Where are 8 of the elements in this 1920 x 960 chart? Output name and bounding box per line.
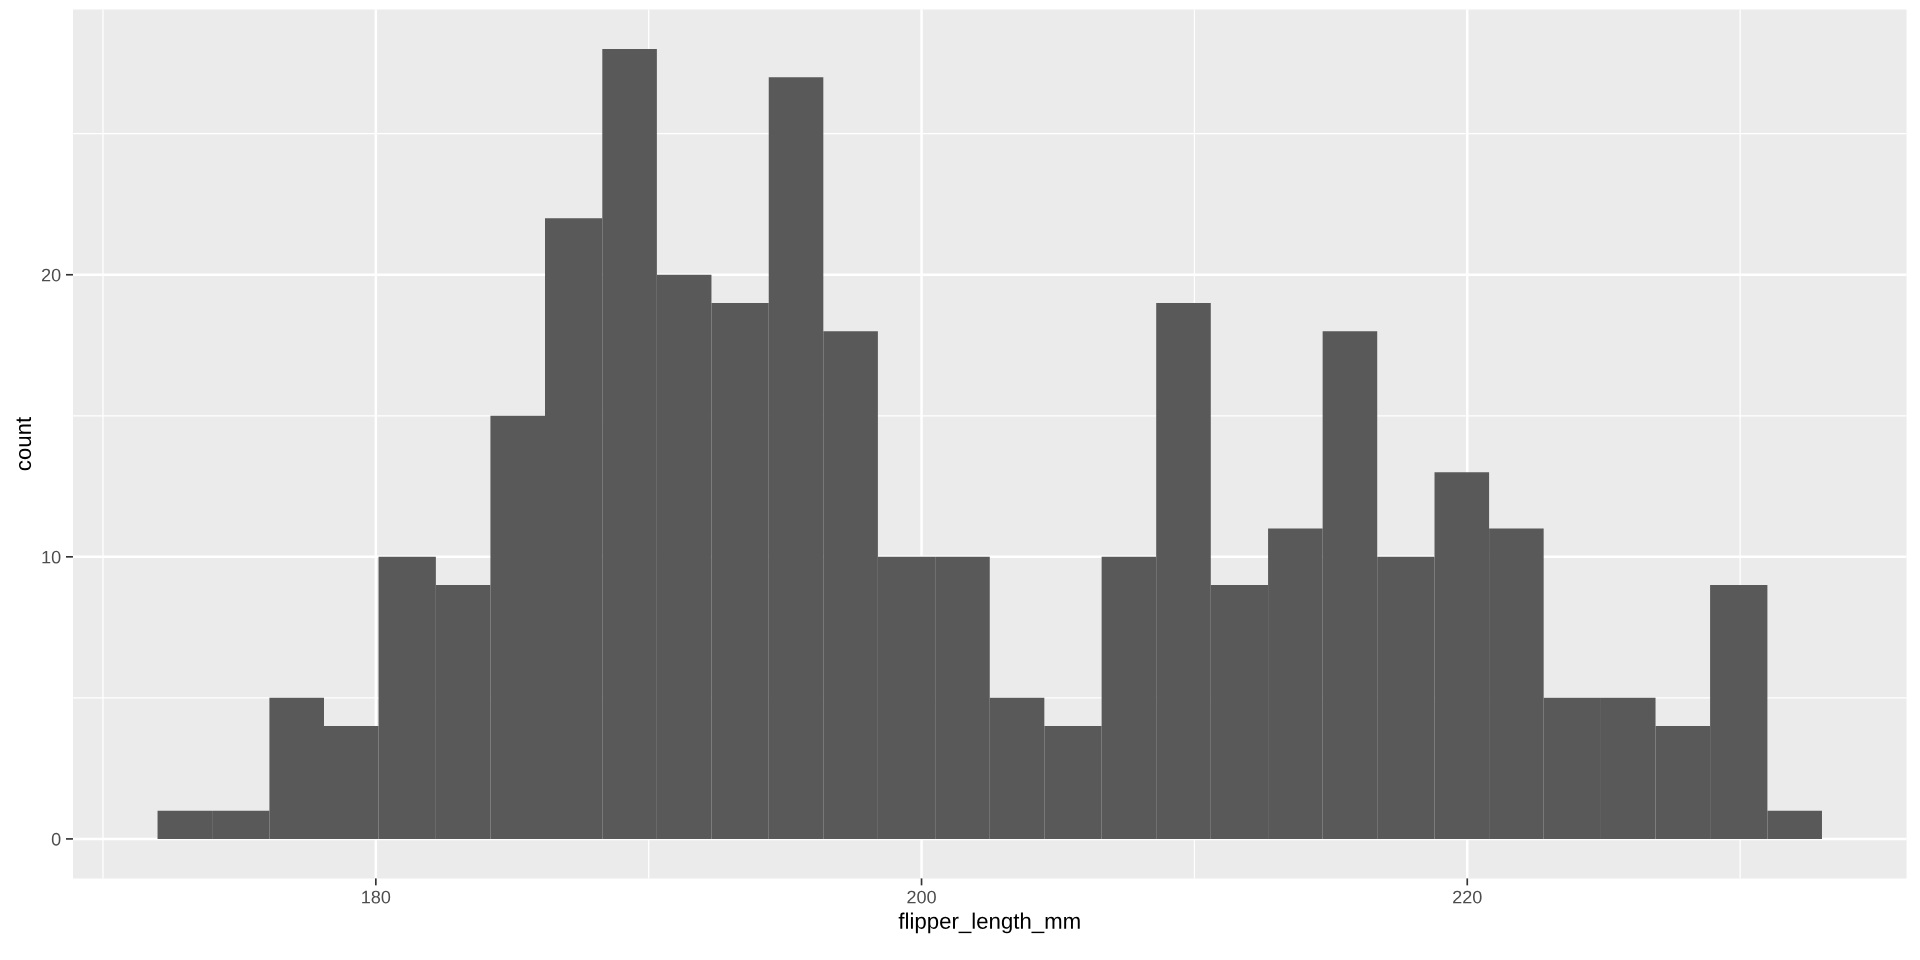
x-tick-label: 180 [362, 890, 391, 904]
y-tick-label: 10 [42, 550, 61, 564]
x-tick-label: 220 [1453, 890, 1482, 904]
x-axis-title: flipper_length_mm [898, 912, 1080, 934]
y-tick-label: 20 [41, 268, 61, 282]
y-tick-label: 0 [51, 832, 61, 846]
x-tick-label: 200 [907, 890, 936, 904]
y-axis-title: count [16, 416, 32, 471]
